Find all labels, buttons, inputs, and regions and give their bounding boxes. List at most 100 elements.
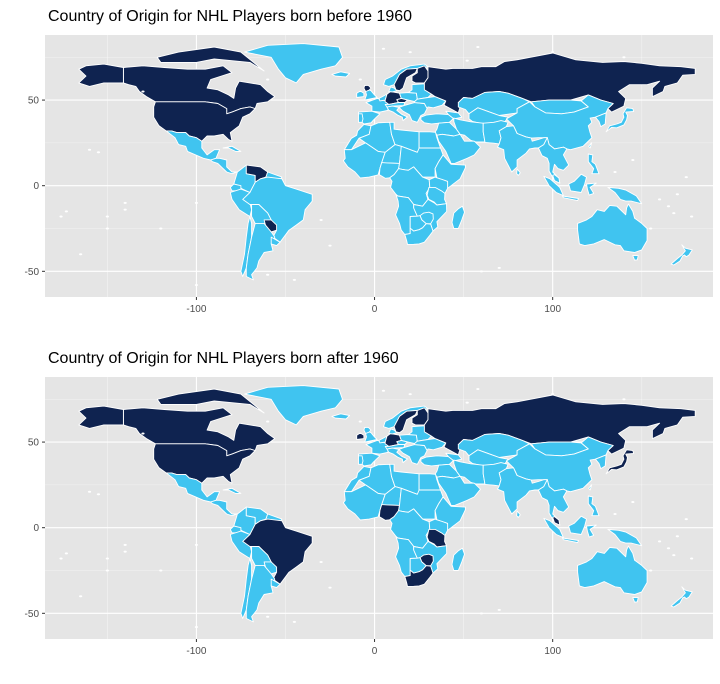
world-map: -100 0 100 50 0 -50 xyxy=(25,377,713,657)
island xyxy=(194,626,199,629)
country-new-zealand xyxy=(670,586,693,608)
country-sweden xyxy=(393,409,418,434)
country-borneo xyxy=(568,173,587,193)
country-sulawesi xyxy=(586,524,597,538)
country-taiwan xyxy=(588,142,593,149)
country-italy xyxy=(386,447,408,464)
y-tick-label: 0 xyxy=(33,523,39,534)
country-japan xyxy=(605,107,635,133)
island xyxy=(64,552,68,555)
country-korea xyxy=(594,454,607,470)
island xyxy=(631,501,635,504)
island xyxy=(319,560,323,563)
country-czech-republic xyxy=(396,97,408,103)
island xyxy=(408,51,412,54)
country-southeast-asia xyxy=(537,137,570,184)
islands xyxy=(59,387,694,629)
axis-ticks: -100 0 100 50 0 -50 xyxy=(25,96,562,315)
islands xyxy=(59,45,694,287)
country-australia xyxy=(577,545,648,595)
country-arabia xyxy=(436,133,481,164)
island xyxy=(105,557,109,560)
country-mexico xyxy=(165,130,221,161)
y-tick-label: -50 xyxy=(25,267,40,278)
island xyxy=(159,227,163,230)
country-sri-lanka xyxy=(516,168,521,176)
country-argentina xyxy=(245,222,276,281)
island xyxy=(266,78,270,81)
country-canada-arctic xyxy=(156,388,265,414)
island xyxy=(266,273,270,276)
country-denmark xyxy=(388,86,398,93)
country-madagascar xyxy=(451,205,465,229)
country-horn-of-africa xyxy=(434,154,466,189)
island xyxy=(105,227,109,230)
island xyxy=(675,535,679,538)
country-sumatra xyxy=(543,517,564,539)
country-canada-arctic xyxy=(156,46,265,72)
island xyxy=(479,612,484,615)
island xyxy=(476,387,480,390)
country-arabia xyxy=(436,475,481,506)
map-title: Country of Origin for NHL Players born a… xyxy=(48,350,399,367)
island xyxy=(657,198,662,201)
island xyxy=(123,208,127,211)
country-cuba xyxy=(222,487,242,494)
x-tick-label: 0 xyxy=(372,304,378,315)
country-chile xyxy=(240,558,253,619)
country-sri-lanka xyxy=(516,510,521,518)
island xyxy=(465,401,469,404)
country-new-guinea xyxy=(607,186,643,205)
country-tasmania xyxy=(632,255,639,261)
country-uruguay xyxy=(270,236,281,247)
island xyxy=(479,270,484,273)
island xyxy=(476,45,480,48)
country-ireland xyxy=(356,432,365,440)
country-south-africa xyxy=(404,223,434,245)
country-tasmania xyxy=(632,597,639,603)
island xyxy=(64,210,68,213)
x-tick-label: 0 xyxy=(372,646,378,657)
country-mexico xyxy=(165,472,221,503)
country-new-guinea xyxy=(607,528,643,547)
country-denmark xyxy=(388,428,398,435)
country-portugal xyxy=(358,455,364,465)
island xyxy=(675,193,679,196)
country-balkans xyxy=(398,102,428,123)
country-malaysia xyxy=(552,174,561,184)
country-ukraine xyxy=(414,96,447,110)
island xyxy=(684,518,688,521)
island xyxy=(672,554,676,557)
island xyxy=(319,218,323,221)
island xyxy=(649,227,653,230)
map-title: Country of Origin for NHL Players born b… xyxy=(48,8,413,25)
island xyxy=(358,420,362,423)
country-caucasus xyxy=(445,452,463,462)
island xyxy=(613,512,617,515)
island xyxy=(292,620,296,623)
island xyxy=(159,569,163,572)
country-sumatra xyxy=(543,175,564,197)
island xyxy=(59,557,63,560)
y-tick-label: -50 xyxy=(25,609,40,620)
country-greenland xyxy=(244,43,343,84)
country-japan xyxy=(605,449,635,475)
island xyxy=(194,201,199,204)
axis-ticks: -100 0 100 50 0 -50 xyxy=(25,438,562,657)
x-tick-label: -100 xyxy=(186,646,206,657)
island xyxy=(497,266,501,269)
country-java xyxy=(562,537,579,544)
island xyxy=(59,215,63,218)
country-chile xyxy=(240,216,253,277)
island xyxy=(622,56,626,59)
country-scotland xyxy=(363,426,372,434)
island xyxy=(666,547,671,550)
country-taiwan xyxy=(588,484,593,491)
island xyxy=(497,608,501,611)
island xyxy=(194,543,199,546)
country-philippines xyxy=(587,495,600,517)
island xyxy=(105,569,109,572)
island xyxy=(123,543,127,546)
country-alaska xyxy=(78,63,124,87)
country-southeast-asia xyxy=(537,479,570,526)
